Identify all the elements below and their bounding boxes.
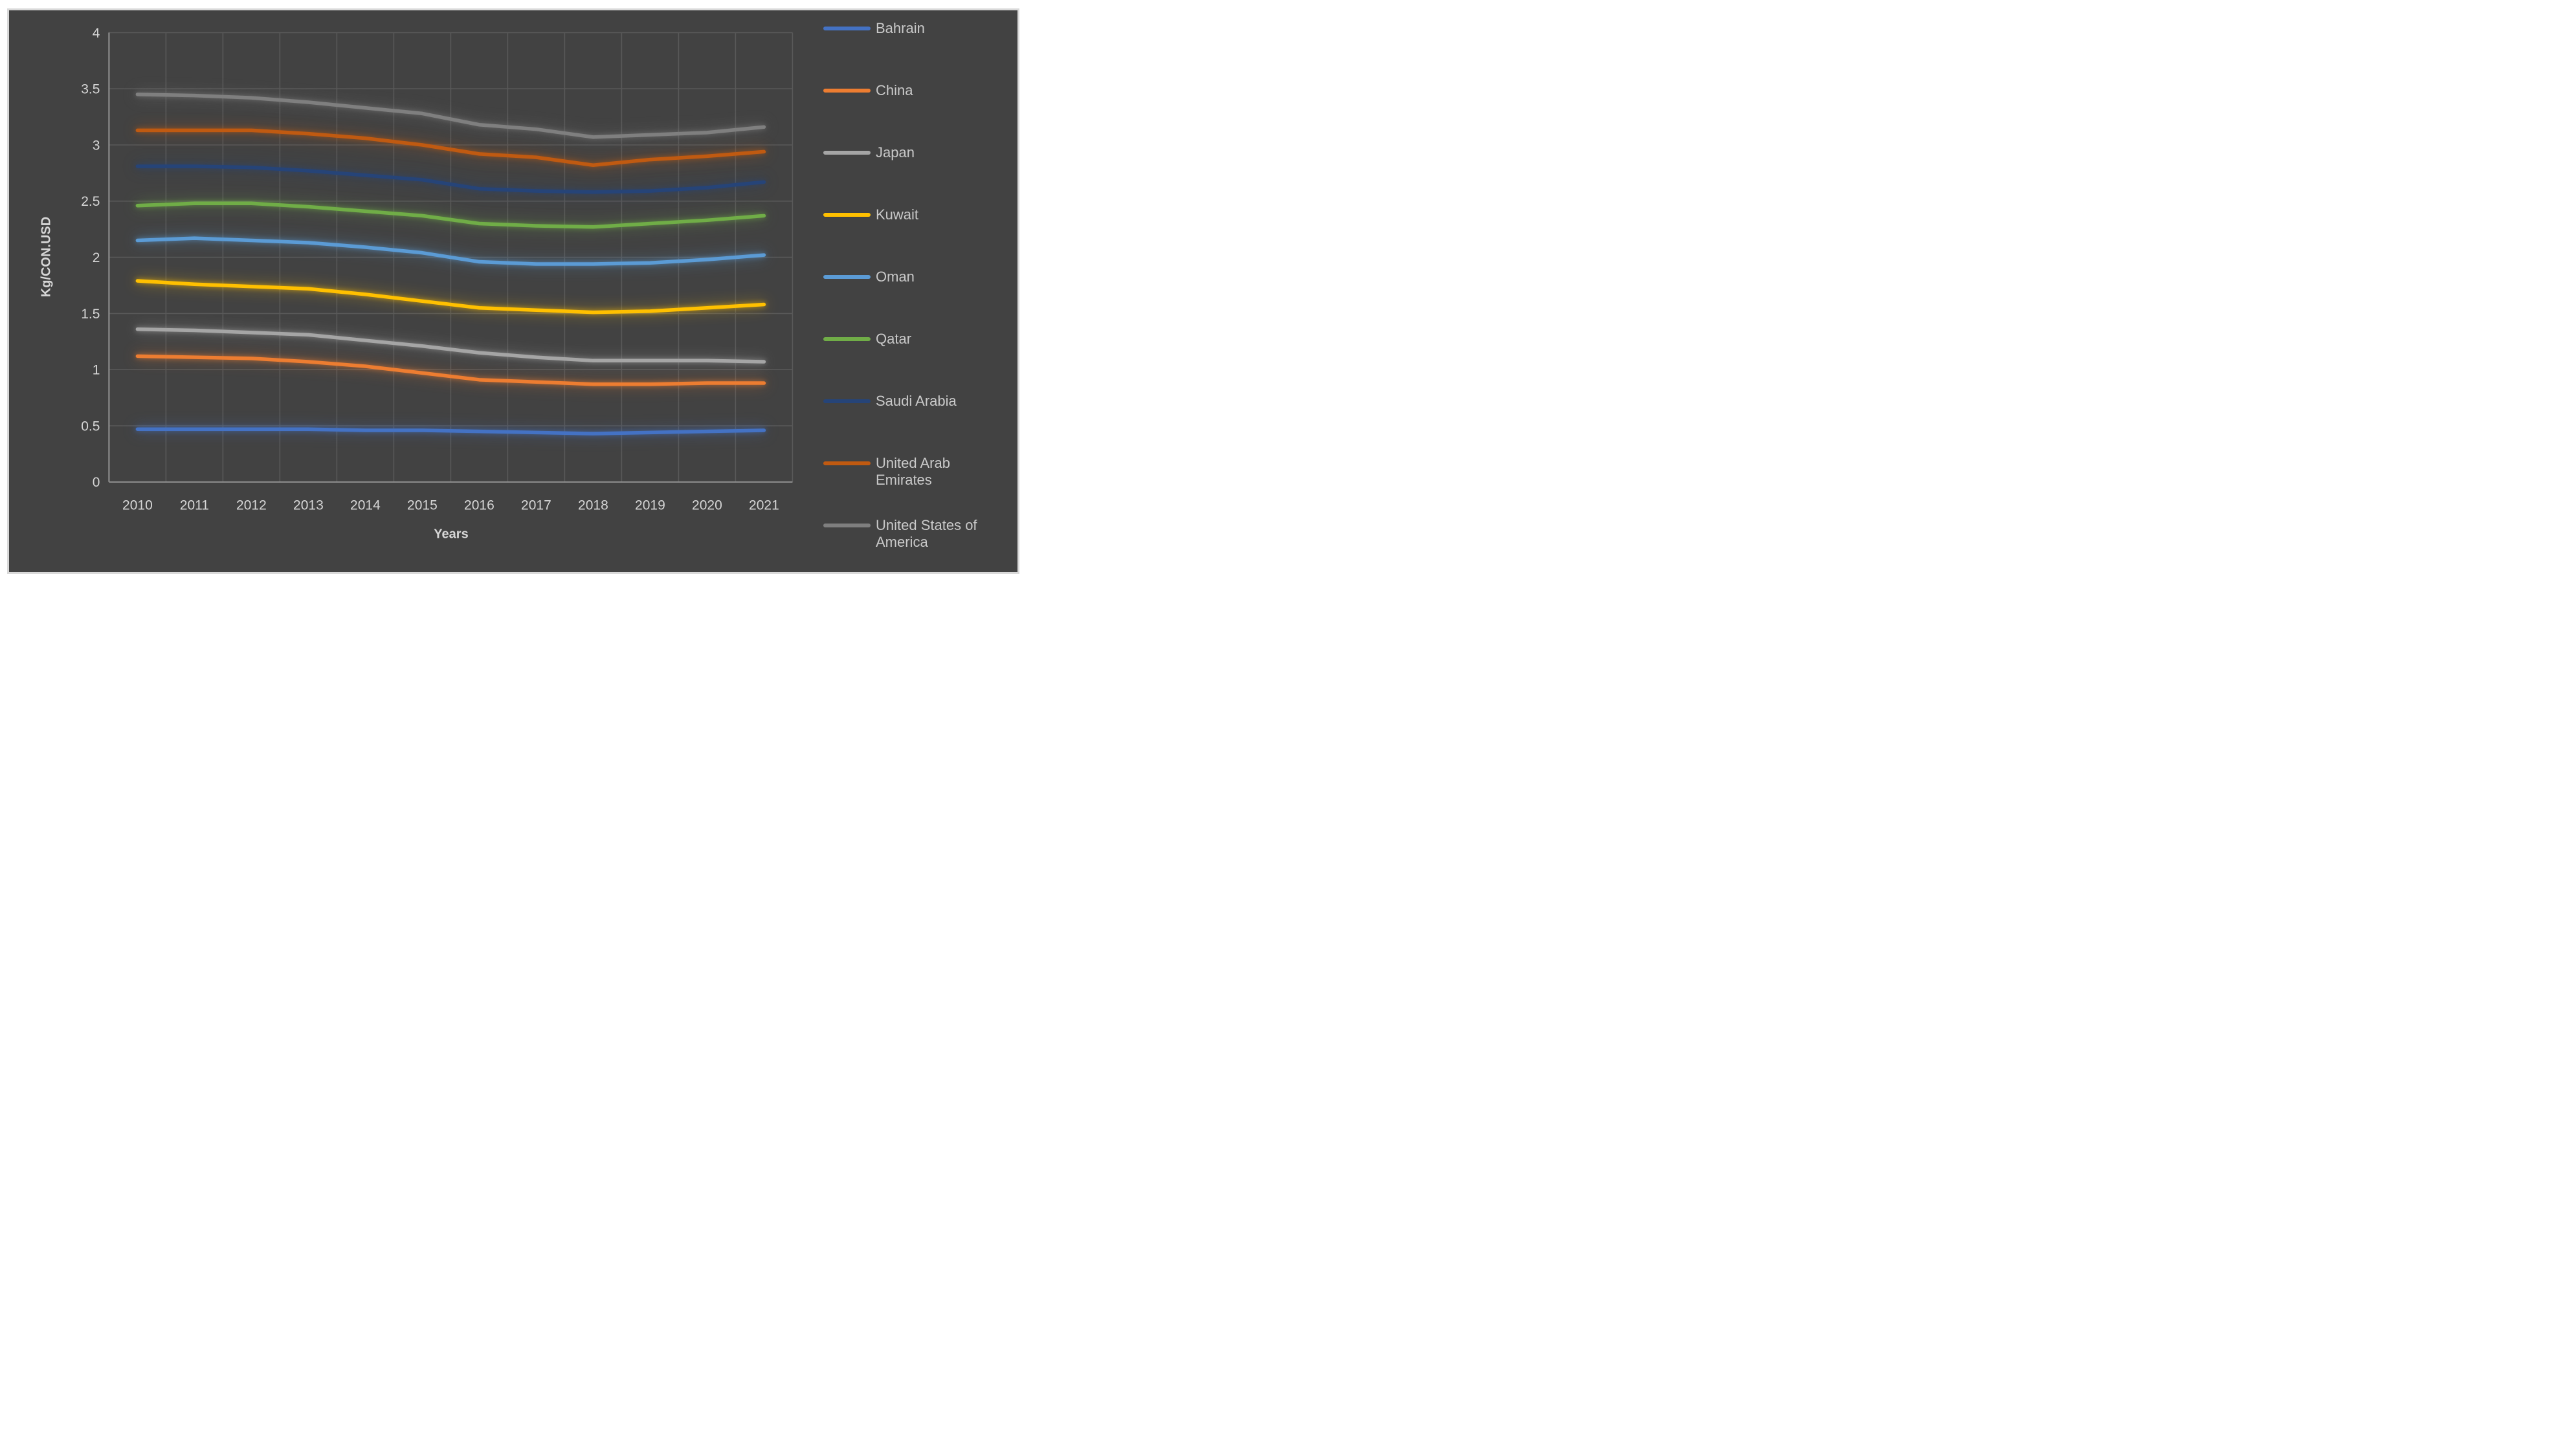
legend-swatch-bahrain [823,27,871,30]
y-tick-label: 2 [93,250,100,265]
series-line-bahrain [135,427,766,436]
y-tick-label: 1.5 [81,307,100,322]
x-tick-label: 2016 [464,498,495,513]
legend-label: United States of America [876,517,977,550]
legend-item-bahrain: Bahrain [823,20,1003,37]
series-line-united-arab-emirates [135,128,766,167]
x-tick-label: 2013 [293,498,324,513]
chart-area [7,8,1019,574]
y-tick-label: 0.5 [81,419,100,434]
series-line-japan [135,327,766,364]
legend-label: United Arab Emirates [876,455,950,488]
series-line-qatar [135,201,766,229]
legend-label: Japan [876,144,915,160]
legend-swatch-united-arab-emirates [823,461,871,465]
y-tick-label: 2.5 [81,194,100,209]
y-tick-label: 0 [93,475,100,490]
x-tick-label: 2018 [578,498,608,513]
y-axis-title: Kg/CON.USD [39,216,54,298]
series-line-china [135,354,766,386]
x-tick-label: 2012 [236,498,267,513]
x-tick-label: 2017 [521,498,551,513]
legend-item-japan: Japan [823,144,1003,161]
legend-label: Bahrain [876,20,925,36]
y-tick-label: 3 [93,138,100,153]
x-tick-label: 2021 [749,498,779,513]
legend-swatch-china [823,89,871,93]
legend-item-united-states-of-america: United States of America [823,517,1003,551]
series-line-saudi-arabia [135,164,766,194]
legend-item-kuwait: Kuwait [823,206,1003,223]
legend-swatch-saudi-arabia [823,399,871,403]
series-line-oman [135,236,766,266]
x-tick-label: 2020 [692,498,722,513]
legend-swatch-japan [823,151,871,155]
x-tick-label: 2014 [350,498,381,513]
legend-swatch-oman [823,275,871,279]
legend-label: China [876,82,913,98]
legend: Bahrain China Japan Kuwait Oman Qatar Saudi Ar… [823,0,1017,582]
x-tick-label: 2019 [635,498,665,513]
chart-figure: 4 3.5 3 2.5 2 1.5 1 0.5 0 2010 2011 2012 2013 2014 201… [0,0,1023,582]
legend-item-united-arab-emirates: United Arab Emirates [823,455,1003,489]
legend-item-saudi-arabia: Saudi Arabia [823,393,1003,410]
line-chart: 4 3.5 3 2.5 2 1.5 1 0.5 0 2010 2011 2012 2013 2014 201… [81,26,794,513]
x-tick-label: 2010 [122,498,153,513]
legend-swatch-kuwait [823,213,871,217]
legend-swatch-united-states-of-america [823,524,871,527]
series-line-kuwait [135,279,766,314]
legend-item-china: China [823,82,1003,99]
legend-item-qatar: Qatar [823,331,1003,347]
legend-item-oman: Oman [823,269,1003,285]
x-tick-label: 2011 [180,498,209,513]
legend-swatch-qatar [823,337,871,341]
x-tick-label: 2015 [407,498,438,513]
y-tick-label: 1 [93,363,100,378]
y-tick-label: 4 [93,26,100,41]
legend-label: Kuwait [876,206,919,223]
legend-label: Oman [876,269,915,285]
legend-label: Qatar [876,331,912,347]
legend-label: Saudi Arabia [876,393,957,409]
series-line-united-states-of-america [135,93,766,139]
x-axis-title: Years [434,527,469,542]
y-tick-label: 3.5 [81,82,100,97]
